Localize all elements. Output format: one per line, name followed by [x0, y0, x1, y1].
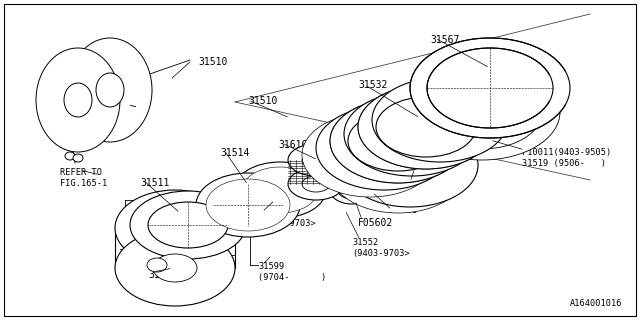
Text: 31616: 31616 — [278, 140, 307, 150]
Text: 31521
(9403-9703>: 31521 (9403-9703> — [258, 208, 316, 228]
Ellipse shape — [147, 258, 167, 272]
Ellipse shape — [288, 144, 344, 176]
Text: F05602: F05602 — [358, 218, 393, 228]
Ellipse shape — [242, 167, 318, 213]
Text: 31668: 31668 — [388, 205, 417, 215]
Text: 31552
(9403-9703>: 31552 (9403-9703> — [352, 238, 410, 258]
Ellipse shape — [148, 202, 228, 248]
Ellipse shape — [196, 173, 300, 237]
Text: 31599
(9704-      ): 31599 (9704- ) — [258, 262, 326, 282]
Ellipse shape — [330, 99, 466, 183]
Text: 31567: 31567 — [430, 35, 460, 45]
Ellipse shape — [153, 254, 197, 282]
Ellipse shape — [73, 154, 83, 162]
Text: 31510: 31510 — [198, 57, 227, 67]
Text: 31511: 31511 — [140, 178, 170, 188]
Text: 31514: 31514 — [220, 148, 250, 158]
Ellipse shape — [115, 190, 235, 266]
Ellipse shape — [348, 111, 448, 171]
Ellipse shape — [130, 191, 246, 259]
Ellipse shape — [213, 184, 283, 226]
Ellipse shape — [64, 83, 92, 117]
Ellipse shape — [96, 73, 124, 107]
Ellipse shape — [352, 165, 392, 191]
Text: REFER TO
FIG.165-1: REFER TO FIG.165-1 — [60, 168, 108, 188]
Ellipse shape — [206, 179, 290, 231]
Text: A164001016: A164001016 — [570, 299, 622, 308]
Ellipse shape — [358, 85, 494, 169]
Text: 31532: 31532 — [358, 80, 387, 90]
Ellipse shape — [372, 78, 508, 162]
Ellipse shape — [338, 181, 366, 199]
Ellipse shape — [342, 123, 478, 207]
Ellipse shape — [344, 92, 480, 176]
Ellipse shape — [330, 129, 466, 213]
Ellipse shape — [302, 113, 438, 197]
Text: 31546: 31546 — [148, 270, 177, 280]
Ellipse shape — [250, 172, 310, 208]
Ellipse shape — [360, 170, 384, 186]
Ellipse shape — [115, 230, 235, 306]
Ellipse shape — [288, 168, 344, 200]
Text: F10011(9403-9505)
31519 (9506-   ): F10011(9403-9505) 31519 (9506- ) — [522, 148, 611, 168]
Ellipse shape — [427, 48, 553, 128]
Ellipse shape — [330, 176, 374, 204]
Text: 31510: 31510 — [248, 96, 277, 106]
Ellipse shape — [302, 152, 330, 168]
Ellipse shape — [302, 176, 330, 192]
Ellipse shape — [316, 106, 452, 190]
Ellipse shape — [36, 48, 120, 152]
Ellipse shape — [358, 85, 494, 169]
Ellipse shape — [376, 97, 476, 157]
Ellipse shape — [410, 38, 570, 138]
Ellipse shape — [65, 152, 75, 160]
Ellipse shape — [404, 64, 560, 160]
Ellipse shape — [422, 75, 542, 149]
Text: 31536: 31536 — [408, 178, 437, 188]
Ellipse shape — [234, 162, 326, 218]
Ellipse shape — [330, 99, 466, 183]
Ellipse shape — [68, 38, 152, 142]
